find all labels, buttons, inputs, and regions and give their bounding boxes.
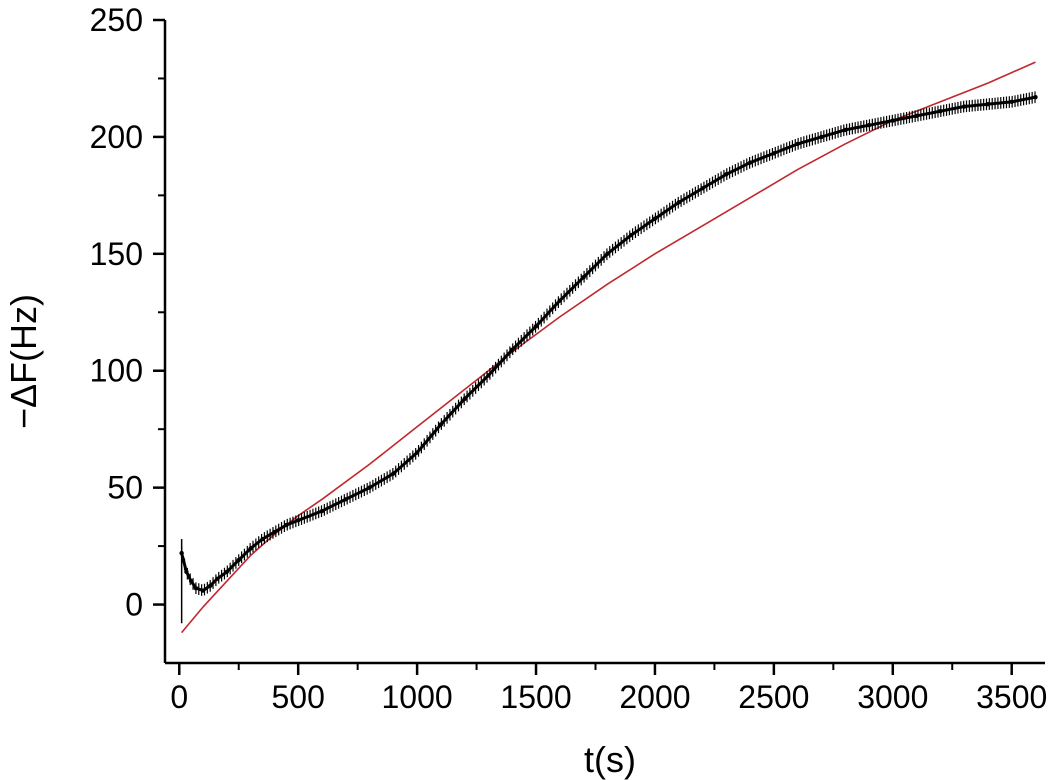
- x-tick-label: 3000: [857, 679, 928, 715]
- y-tick-label: 50: [107, 470, 143, 506]
- y-tick-label: 200: [90, 119, 143, 155]
- plot-area: [179, 61, 1038, 634]
- x-tick-label: 1000: [382, 679, 453, 715]
- data-point: [215, 576, 220, 582]
- data-point: [866, 123, 872, 128]
- data-point: [985, 101, 991, 107]
- data-point: [248, 546, 253, 551]
- x-tick-label: 0: [170, 679, 188, 715]
- data-point: [652, 216, 658, 221]
- data-point: [557, 298, 563, 303]
- data-point: [179, 550, 184, 556]
- x-tick-label: 1500: [500, 679, 571, 715]
- data-point: [391, 471, 396, 476]
- measured-series: [179, 91, 1038, 624]
- data-point: [319, 508, 325, 514]
- y-tick-label: 0: [125, 587, 143, 623]
- data-point: [724, 172, 729, 177]
- data-point: [605, 251, 610, 257]
- x-axis-title: t(s): [584, 739, 636, 780]
- data-point: [795, 141, 800, 147]
- data-point: [343, 497, 348, 502]
- data-point: [236, 557, 241, 563]
- data-point: [193, 585, 199, 591]
- data-point: [272, 529, 277, 535]
- data-point: [438, 422, 444, 427]
- data-point: [367, 485, 372, 490]
- data-point: [224, 569, 230, 575]
- x-tick-label: 500: [271, 679, 324, 715]
- data-point: [295, 518, 301, 523]
- axes: [163, 20, 1045, 665]
- data-point: [747, 160, 753, 165]
- data-point: [207, 583, 213, 589]
- fit-curve: [180, 61, 1036, 634]
- data-point: [843, 127, 848, 133]
- data-point: [1033, 94, 1038, 100]
- data-point: [260, 536, 265, 542]
- data-point: [581, 275, 586, 280]
- y-tick-label: 100: [90, 353, 143, 389]
- y-ticks: 0 50 100 150 200 250: [90, 2, 165, 623]
- x-tick-label: 3500: [976, 679, 1047, 715]
- data-point: [462, 396, 467, 401]
- data-point: [533, 324, 539, 329]
- data-point: [486, 373, 491, 378]
- data-point: [819, 134, 824, 140]
- data-point: [938, 108, 943, 114]
- data-point: [284, 522, 289, 528]
- data-point: [676, 200, 681, 205]
- data-point: [414, 450, 420, 455]
- data-line: [180, 95, 1036, 593]
- data-point: [890, 118, 895, 123]
- y-tick-label: 150: [90, 236, 143, 272]
- data-point: [771, 151, 777, 156]
- x-tick-label: 2000: [619, 679, 690, 715]
- y-tick-label: 250: [90, 2, 143, 38]
- data-point: [200, 588, 206, 593]
- data-point: [188, 578, 194, 584]
- data-point: [914, 113, 919, 119]
- data-point: [700, 186, 705, 191]
- x-tick-label: 2500: [738, 679, 809, 715]
- x-ticks: 0 500 1000 1500 2000 2500 3000 3500: [170, 663, 1047, 715]
- data-point: [510, 347, 515, 352]
- data-point: [628, 232, 634, 238]
- y-axis-title: −ΔF(Hz): [3, 294, 44, 429]
- data-point: [961, 104, 967, 109]
- data-point: [1009, 99, 1014, 105]
- data-point: [184, 569, 189, 575]
